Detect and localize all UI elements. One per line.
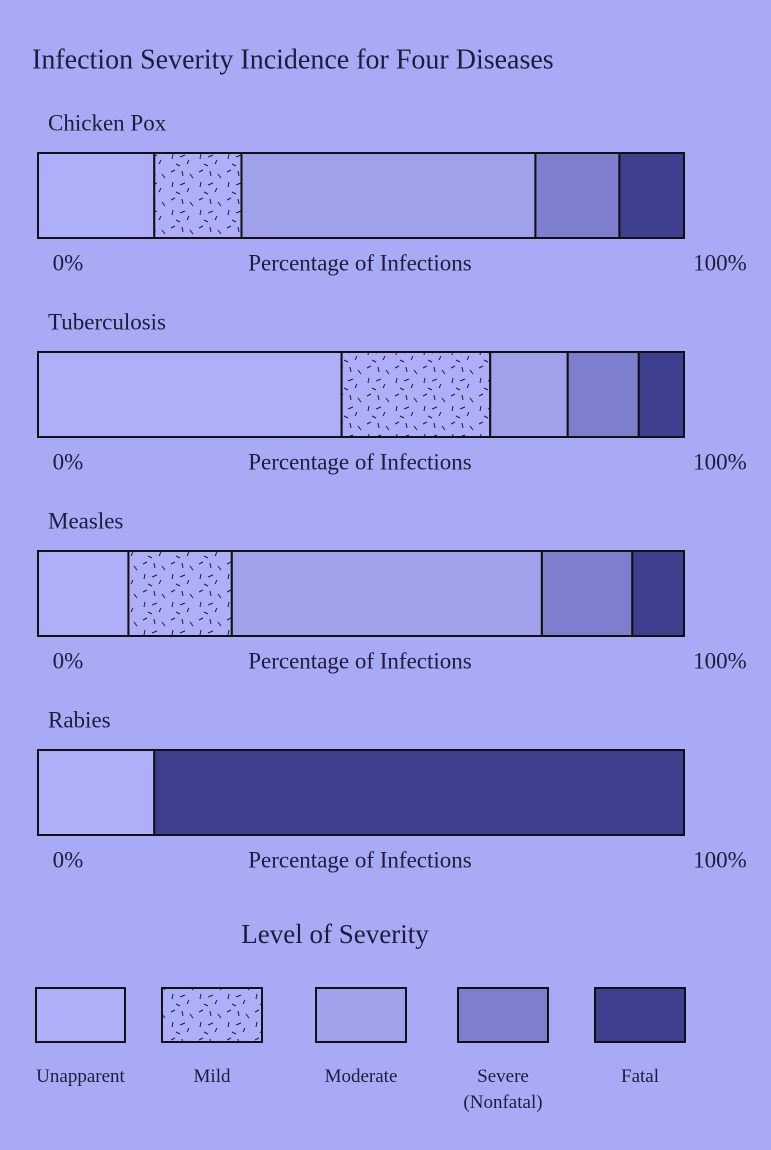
x-tick-label: 0% bbox=[53, 449, 84, 474]
x-tick-label: 100% bbox=[693, 449, 747, 474]
x-tick-label: 100% bbox=[693, 250, 747, 275]
legend-swatch bbox=[594, 987, 686, 1043]
legend-label-box: Fatal bbox=[621, 1066, 659, 1087]
x-tick-label: 0% bbox=[53, 250, 84, 275]
legend-label: Moderate bbox=[324, 1066, 398, 1087]
bar-segment bbox=[534, 152, 621, 239]
category-label: Tuberculosis bbox=[48, 309, 166, 334]
x-axis-label: Percentage of Infections bbox=[248, 449, 472, 474]
category-label: Rabies bbox=[48, 707, 111, 732]
bar-segment bbox=[240, 152, 537, 239]
bar-segment bbox=[566, 351, 640, 438]
bar-segment bbox=[489, 351, 569, 438]
bar-segment bbox=[540, 550, 634, 637]
category-label: Chicken Pox bbox=[48, 110, 167, 135]
bar-segment bbox=[37, 152, 156, 239]
legend-label-box: Severe (Nonfatal) bbox=[463, 1066, 543, 1113]
legend-swatch bbox=[457, 987, 549, 1043]
bar-segment bbox=[618, 152, 686, 239]
x-axis-label: Percentage of Infections bbox=[248, 250, 472, 275]
bar-segment bbox=[37, 550, 130, 637]
legend-title: Level of Severity bbox=[241, 919, 429, 949]
legend-swatch bbox=[35, 987, 126, 1043]
x-axis-label: Percentage of Infections bbox=[248, 847, 472, 872]
bar-segment bbox=[153, 749, 685, 836]
bar-segment bbox=[340, 351, 492, 438]
bar-segment bbox=[153, 152, 243, 239]
category-label: Measles bbox=[48, 508, 123, 533]
bar-segment bbox=[631, 550, 686, 637]
x-axis-label: Percentage of Infections bbox=[248, 648, 472, 673]
x-tick-label: 100% bbox=[693, 847, 747, 872]
legend-label: Fatal bbox=[621, 1066, 659, 1087]
bar-segment bbox=[230, 550, 543, 637]
legend-swatch bbox=[315, 987, 407, 1043]
legend-label: Unapparent bbox=[36, 1066, 125, 1087]
x-tick-label: 0% bbox=[53, 648, 84, 673]
bar-segment bbox=[127, 550, 233, 637]
legend-label-box: Mild bbox=[193, 1066, 231, 1087]
legend-label-box: Unapparent bbox=[36, 1066, 125, 1087]
x-tick-label: 0% bbox=[53, 847, 84, 872]
x-tick-label: 100% bbox=[693, 648, 747, 673]
chart-title: Infection Severity Incidence for Four Di… bbox=[32, 44, 554, 75]
legend-label: Severe (Nonfatal) bbox=[463, 1066, 543, 1113]
bar-segment bbox=[637, 351, 686, 438]
bar-segment bbox=[37, 351, 343, 438]
legend-swatch bbox=[161, 987, 263, 1043]
legend-label-box: Moderate bbox=[324, 1066, 398, 1087]
bar-segment bbox=[37, 749, 156, 836]
legend-label: Mild bbox=[193, 1066, 231, 1087]
